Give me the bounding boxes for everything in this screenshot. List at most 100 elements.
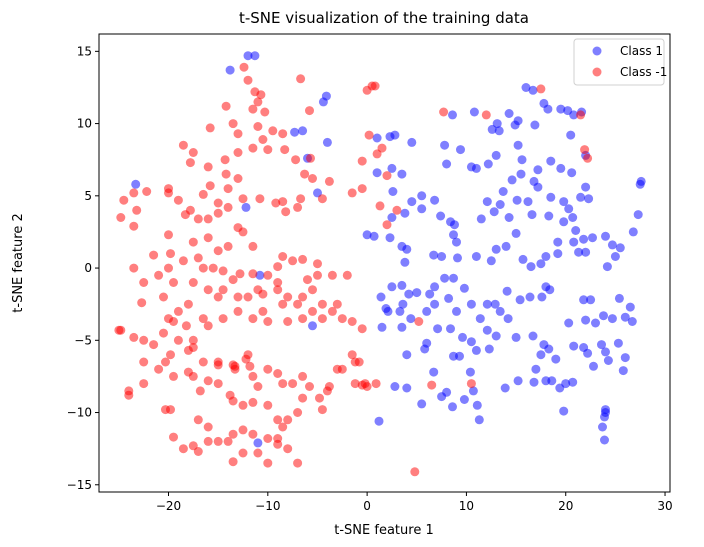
data-point-series-1-93 xyxy=(327,270,337,280)
data-point-series-1-215 xyxy=(382,171,392,181)
data-point-series-0-33 xyxy=(436,211,446,221)
data-point-series-1-176 xyxy=(293,408,303,417)
data-point-series-0-2 xyxy=(225,65,235,75)
data-point-series-0-43 xyxy=(483,159,493,169)
data-point-series-1-204 xyxy=(193,447,203,456)
data-point-series-1-186 xyxy=(213,436,223,446)
data-point-series-0-35 xyxy=(450,220,459,230)
data-point-series-0-37 xyxy=(469,107,479,117)
data-point-series-0-124 xyxy=(545,285,555,295)
data-point-series-0-173 xyxy=(531,364,541,374)
legend-label-class-minus-1: Class -1 xyxy=(620,65,667,79)
data-point-series-1-172 xyxy=(248,397,258,407)
data-point-series-0-50 xyxy=(482,197,492,207)
data-point-series-1-26 xyxy=(291,155,301,165)
legend-marker-class-minus-1 xyxy=(592,67,602,77)
data-point-series-1-208 xyxy=(230,361,240,371)
data-point-series-0-163 xyxy=(465,367,475,377)
data-point-series-1-22 xyxy=(248,143,258,153)
data-point-series-0-87 xyxy=(523,197,533,207)
data-point-series-1-108 xyxy=(203,285,213,295)
data-point-series-1-58 xyxy=(203,214,213,224)
data-point-series-1-51 xyxy=(129,188,139,198)
data-point-series-1-100 xyxy=(273,278,283,287)
data-point-series-0-105 xyxy=(602,262,612,272)
data-point-series-1-109 xyxy=(188,278,198,287)
x-tick-label: 0 xyxy=(363,499,371,513)
data-point-series-1-162 xyxy=(161,357,170,367)
data-point-series-1-123 xyxy=(258,306,268,316)
data-point-series-1-216 xyxy=(392,205,402,215)
data-point-series-0-64 xyxy=(543,104,553,114)
data-point-series-0-46 xyxy=(517,155,527,165)
data-point-series-1-69 xyxy=(164,263,173,273)
data-point-series-0-94 xyxy=(553,237,563,247)
data-point-series-0-116 xyxy=(501,241,511,251)
data-point-series-1-177 xyxy=(298,393,308,403)
data-point-series-0-30 xyxy=(385,233,395,243)
data-point-series-0-222 xyxy=(541,376,551,386)
data-point-series-1-17 xyxy=(188,148,198,157)
data-point-series-0-170 xyxy=(503,314,513,324)
y-axis: −15 −10 −5 0 5 10 15 xyxy=(67,44,99,492)
data-point-series-0-103 xyxy=(636,176,646,186)
data-point-series-1-73 xyxy=(137,298,147,308)
data-point-series-0-157 xyxy=(397,322,407,332)
data-point-series-1-95 xyxy=(332,299,342,309)
data-point-series-0-182 xyxy=(513,376,523,386)
data-point-series-0-10 xyxy=(131,179,141,189)
data-point-series-0-0 xyxy=(243,51,253,61)
data-point-series-0-13 xyxy=(308,321,317,331)
data-point-series-1-21 xyxy=(233,148,243,157)
data-point-series-0-11 xyxy=(241,202,251,212)
data-point-series-0-187 xyxy=(448,402,457,412)
data-point-series-0-118 xyxy=(518,254,528,264)
data-point-series-1-199 xyxy=(263,458,273,468)
data-point-series-0-128 xyxy=(502,286,512,296)
data-point-series-1-231 xyxy=(583,153,593,163)
data-point-series-0-218 xyxy=(600,412,609,422)
data-point-series-0-199 xyxy=(589,361,598,371)
legend-marker-class-1 xyxy=(592,46,602,56)
data-point-series-0-119 xyxy=(526,262,536,272)
data-point-series-0-44 xyxy=(491,150,501,160)
data-point-series-1-203 xyxy=(228,457,238,467)
data-point-series-1-31 xyxy=(296,194,306,204)
data-point-series-1-190 xyxy=(169,432,178,442)
data-point-series-1-61 xyxy=(238,227,248,237)
chart-title: t-SNE visualization of the training data xyxy=(239,9,529,27)
data-point-series-0-98 xyxy=(607,240,617,250)
data-point-series-0-114 xyxy=(486,256,496,266)
data-point-series-1-83 xyxy=(248,269,258,279)
legend-label-class-1: Class 1 xyxy=(620,44,663,58)
data-point-series-0-180 xyxy=(559,406,569,416)
data-point-series-1-174 xyxy=(273,415,283,425)
data-point-series-0-80 xyxy=(576,192,586,202)
data-point-series-1-97 xyxy=(298,292,308,302)
data-point-series-1-96 xyxy=(317,299,327,309)
data-point-series-0-4 xyxy=(318,97,328,107)
data-point-series-1-103 xyxy=(253,285,263,295)
data-point-series-1-49 xyxy=(164,184,173,194)
data-point-series-0-82 xyxy=(584,194,594,204)
data-point-series-0-77 xyxy=(546,192,556,202)
data-point-series-0-29 xyxy=(369,231,379,241)
data-point-series-1-155 xyxy=(183,345,193,355)
data-point-series-0-45 xyxy=(513,140,523,150)
y-tick-label: 0 xyxy=(84,261,92,275)
data-point-series-0-203 xyxy=(613,338,623,348)
data-point-series-0-22 xyxy=(372,168,382,178)
data-point-series-1-218 xyxy=(357,156,367,166)
data-point-series-1-229 xyxy=(576,110,586,120)
data-point-series-0-213 xyxy=(614,293,624,303)
data-point-series-0-169 xyxy=(495,306,505,316)
data-point-series-1-54 xyxy=(116,213,126,222)
data-point-series-0-19 xyxy=(442,159,452,169)
data-point-series-1-184 xyxy=(228,429,238,439)
data-point-series-1-38 xyxy=(223,202,233,212)
data-point-series-0-93 xyxy=(569,237,579,247)
data-point-series-0-153 xyxy=(446,324,455,334)
data-point-series-1-7 xyxy=(253,97,263,107)
data-point-series-0-185 xyxy=(472,400,482,410)
